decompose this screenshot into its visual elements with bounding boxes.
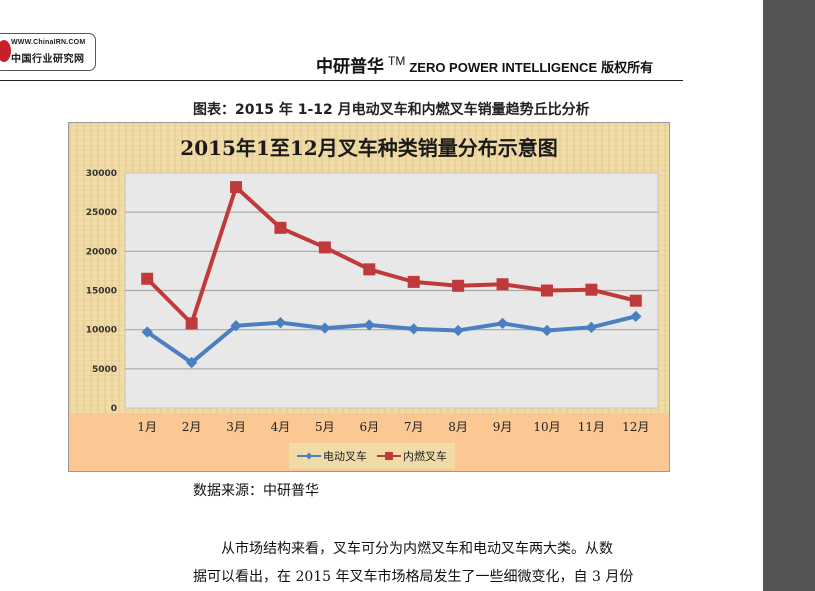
data-point-diamond-icon [585,321,598,333]
data-point-square-icon [141,272,154,285]
data-point-diamond-icon [496,317,509,330]
legend-label-electric: 电动叉车 [323,450,367,463]
x-tick-label: 12月 [622,420,649,434]
data-point-diamond-icon [185,356,198,369]
header-divider [0,80,683,81]
data-point-square-icon [185,317,198,330]
page-header: 中研普华 TM ZERO POWER INTELLIGENCE 版权所有 [316,52,653,77]
data-point-diamond-icon [541,324,553,337]
data-point-diamond-icon [141,326,153,338]
data-point-square-icon [318,241,331,254]
data-source: 数据来源：中研普华 [193,483,319,499]
x-tick-label: 5月 [315,420,335,434]
data-point-diamond-icon [452,324,464,337]
data-point-diamond-icon [408,323,420,335]
data-point-diamond-icon [630,310,642,323]
data-point-square-icon [407,275,420,288]
chart-legend: 电动叉车 内燃叉车 [289,443,455,469]
trademark: TM [388,54,406,68]
x-tick-label: 10月 [533,420,560,434]
y-tick-label: 15000 [86,287,117,297]
x-tick-label: 9月 [493,420,513,434]
data-point-square-icon [629,294,642,307]
legend-item-combustion: 内燃叉车 [377,448,447,464]
legend-line-square-icon [377,452,401,460]
x-tick-label: 2月 [182,420,202,434]
data-point-square-icon [496,278,509,291]
side-panel [763,0,815,591]
data-point-square-icon [230,181,243,194]
y-tick-label: 25000 [86,208,117,218]
y-tick-label: 10000 [86,326,117,336]
logo-mark-icon [0,40,11,62]
y-tick-label: 0 [111,404,117,414]
chinairn-logo: WWW.ChinaIRN.COM 中国行业研究网 [0,33,96,71]
x-tick-label: 7月 [404,420,424,434]
y-tick-label: 5000 [92,365,117,375]
header-english: ZERO POWER INTELLIGENCE [409,60,598,75]
x-tick-label: 4月 [271,420,291,434]
legend-item-electric: 电动叉车 [297,448,367,464]
data-point-diamond-icon [363,319,375,331]
series-line [146,314,637,365]
legend-label-combustion: 内燃叉车 [403,450,447,463]
chart-title: 2015年1至12月叉车种类销量分布示意图 [180,136,558,160]
y-tick-label: 20000 [86,247,117,257]
document-page: WWW.ChinaIRN.COM 中国行业研究网 中研普华 TM ZERO POWE… [0,33,683,585]
x-tick-label: 11月 [578,420,605,434]
header-brand: 中研普华 [316,57,384,77]
data-point-square-icon [585,283,598,296]
logo-url: WWW.ChinaIRN.COM [11,39,86,46]
chart-image: 2015年1至12月叉车种类销量分布示意图 30000 25000 20000 150… [68,122,670,472]
body-paragraph-line-2: 据可以看出，在 2015 年叉车市场格局发生了一些细微变化，自 3 月份 [193,569,634,585]
body-paragraph-line-1: 从市场结构来看，叉车可分为内燃叉车和电动叉车两大类。从数 [221,541,613,557]
x-tick-label: 1月 [137,420,157,434]
line-chart: 30000 25000 20000 15000 10000 5000 0 1月 2月 3月 4月 5月… [86,169,659,434]
series-line [145,185,637,326]
data-point-square-icon [540,284,553,297]
header-rights: 版权所有 [601,61,654,76]
data-point-square-icon [452,279,465,292]
data-point-square-icon [363,263,376,276]
x-tick-label: 6月 [359,420,379,434]
data-point-diamond-icon [230,320,242,332]
data-point-square-icon [274,221,287,234]
x-tick-label: 3月 [226,420,246,434]
data-point-diamond-icon [319,322,331,334]
logo-name: 中国行业研究网 [11,54,85,65]
x-tick-label: 8月 [448,420,468,434]
figure-caption: 图表：2015 年 1-12 月电动叉车和内燃叉车销量趋势丘比分析 [193,102,590,118]
legend-line-diamond-icon [297,452,321,460]
y-tick-label: 30000 [86,169,117,179]
data-point-diamond-icon [274,316,287,329]
